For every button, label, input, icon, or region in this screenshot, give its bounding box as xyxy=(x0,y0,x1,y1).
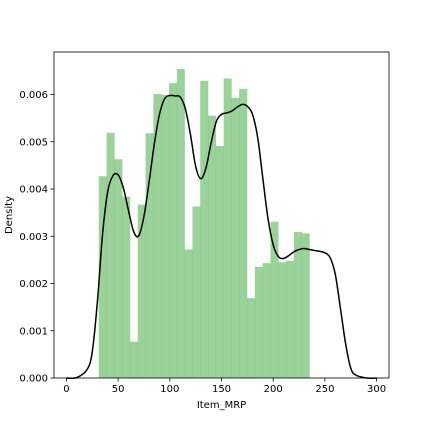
y-tick-label: 0.003 xyxy=(19,232,48,243)
histogram-bar xyxy=(262,263,271,378)
x-tick-label: 300 xyxy=(367,384,386,395)
x-tick-label: 200 xyxy=(264,384,283,395)
histogram-bar xyxy=(270,221,279,378)
histogram-bar xyxy=(286,260,295,378)
histogram-bar xyxy=(169,83,178,378)
histogram-bar xyxy=(114,159,123,378)
y-axis-ticks: 0.000 0.001 0.002 0.003 0.004 0.005 0.006 xyxy=(19,90,54,385)
x-tick-label: 250 xyxy=(315,384,334,395)
histogram-bar xyxy=(215,146,224,378)
histogram-bar xyxy=(247,298,256,378)
histogram-bar xyxy=(278,262,287,378)
histogram-bar xyxy=(129,341,139,378)
histogram-bar xyxy=(192,206,201,378)
histogram-bar xyxy=(231,97,240,379)
histogram-bar xyxy=(293,232,302,378)
histogram-bar xyxy=(200,80,209,379)
y-tick-label: 0.002 xyxy=(19,279,48,290)
histogram-bar xyxy=(161,94,170,378)
y-tick-label: 0.005 xyxy=(19,137,48,148)
y-tick-label: 0.001 xyxy=(19,326,48,337)
histogram-bar xyxy=(176,69,185,378)
x-tick-label: 50 xyxy=(112,384,125,395)
histogram-bar xyxy=(98,176,107,378)
histogram-bar xyxy=(223,78,232,378)
histogram-bar xyxy=(208,115,217,379)
x-axis-label: Item_MRP xyxy=(197,400,246,411)
histogram-bars xyxy=(98,69,310,379)
histogram-bar xyxy=(153,94,162,378)
histogram-bar xyxy=(301,233,310,378)
histogram-bar xyxy=(106,132,115,378)
x-tick-label: 0 xyxy=(63,384,69,395)
kde-curve xyxy=(66,94,377,380)
histogram-bar xyxy=(145,133,154,378)
histogram-bar xyxy=(122,196,131,378)
y-tick-label: 0.000 xyxy=(19,374,48,385)
y-tick-label: 0.006 xyxy=(19,90,48,101)
y-tick-label: 0.004 xyxy=(19,185,48,196)
histogram-bar xyxy=(254,266,263,378)
histogram-bar xyxy=(239,88,248,378)
x-axis-ticks: 0 50 100 150 200 250 300 xyxy=(63,378,386,395)
y-axis-label: Density xyxy=(4,196,15,234)
x-tick-label: 150 xyxy=(212,384,231,395)
histogram-bar xyxy=(184,249,193,378)
x-tick-label: 100 xyxy=(160,384,179,395)
histogram-bar xyxy=(137,204,146,378)
